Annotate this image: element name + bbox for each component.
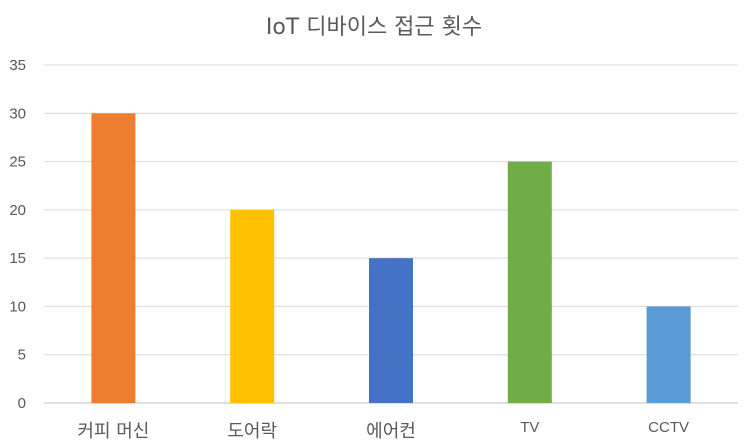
- x-tick-label: TV: [520, 419, 539, 436]
- bars: [91, 113, 691, 404]
- y-tick-label: 5: [18, 347, 26, 364]
- y-tick-label: 15: [9, 250, 26, 267]
- bar: [507, 161, 552, 403]
- x-axis-ticks: 커피 머신 도어락 에어컨 TV CCTV: [77, 419, 689, 442]
- bar: [230, 209, 275, 403]
- x-tick-label: CCTV: [648, 419, 689, 436]
- bar: [91, 113, 136, 404]
- y-tick-label: 20: [9, 202, 26, 219]
- y-axis-ticks: 0 5 10 15 20 25 30 35: [9, 57, 26, 412]
- y-tick-label: 35: [9, 57, 26, 74]
- y-tick-label: 30: [9, 105, 26, 122]
- chart-title: IoT 디바이스 접근 횟수: [266, 15, 482, 40]
- bar: [369, 258, 413, 403]
- x-tick-label: 도어락: [227, 421, 277, 442]
- x-tick-label: 에어컨: [366, 421, 416, 442]
- bar: [646, 306, 691, 403]
- y-tick-label: 10: [9, 298, 26, 315]
- y-tick-label: 25: [9, 154, 26, 171]
- x-tick-label: 커피 머신: [77, 421, 149, 442]
- y-tick-label: 0: [18, 395, 26, 412]
